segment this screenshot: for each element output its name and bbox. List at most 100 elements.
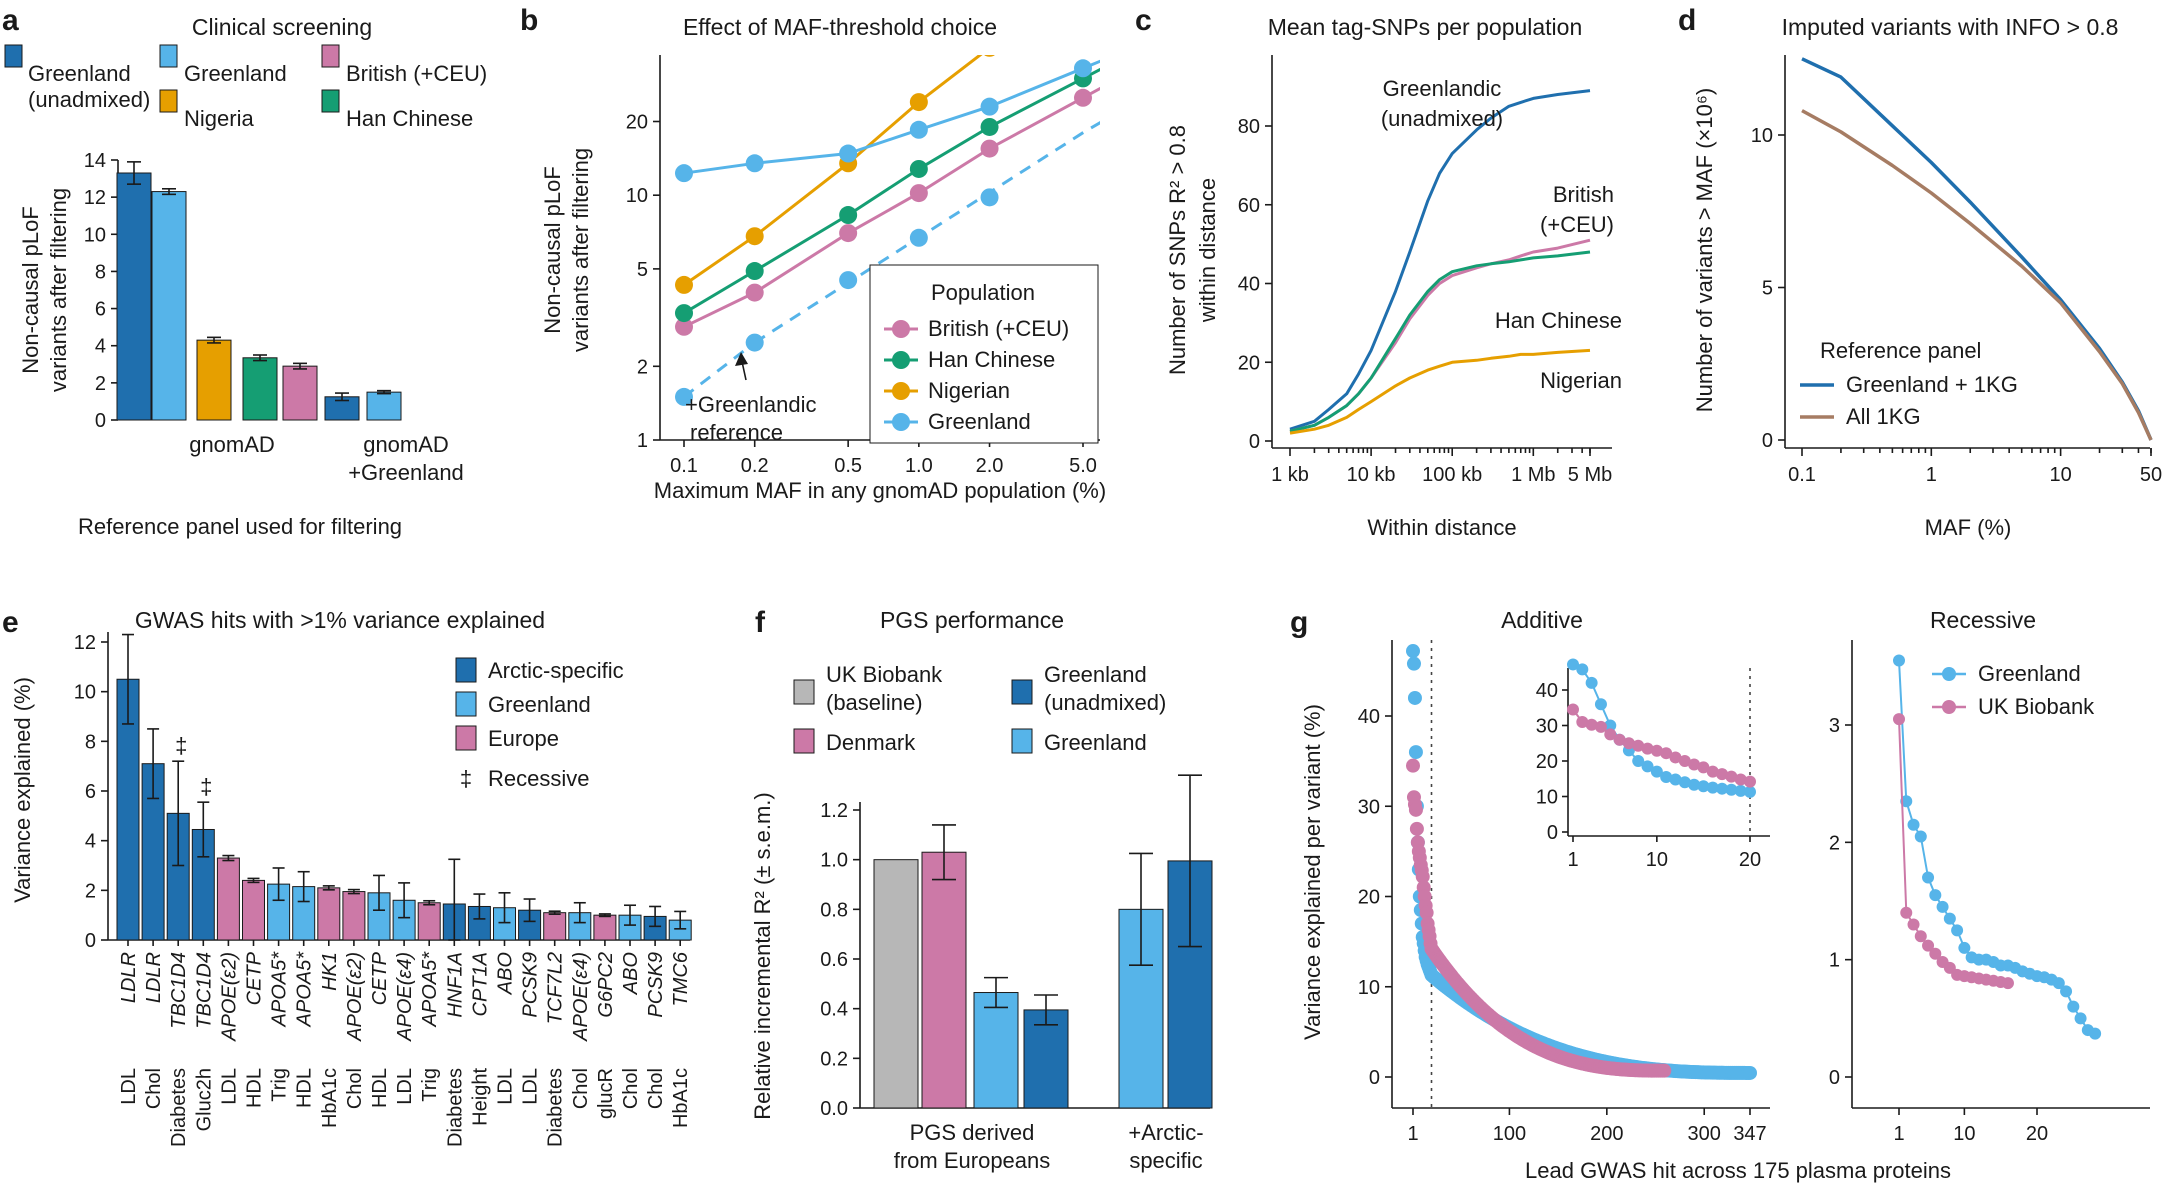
y-tick-label: 12 — [84, 187, 106, 209]
group-label: gnomAD — [189, 432, 275, 457]
bar — [873, 859, 919, 1109]
data-point — [1922, 871, 1935, 884]
legend-label: Greenland — [1044, 662, 1147, 687]
panel-label: f — [755, 606, 766, 639]
trait-label: HbA1c — [670, 1068, 692, 1128]
data-point — [1408, 802, 1423, 817]
y-tick-label: 12 — [74, 632, 96, 654]
panel-label: b — [520, 4, 538, 37]
y-axis-label: Number of SNPs R² > 0.8 — [1165, 125, 1190, 375]
recessive-marker: ‡ — [200, 774, 212, 799]
panel-f: f PGS performance 0.0 0.2 0.4 0.6 0.8 1.0 1.2 Rel… — [750, 606, 1213, 1173]
inset-x-tick-label: 1 — [1567, 849, 1578, 871]
gene-label: TCF7L2 — [545, 952, 567, 1024]
data-point — [984, 55, 995, 57]
data-point — [1914, 830, 1927, 843]
x-tick-label: 0.1 — [1788, 464, 1816, 486]
y-tick-label: 10 — [1751, 125, 1773, 147]
gene-label: CETP — [244, 951, 266, 1005]
legend-swatch — [455, 691, 477, 717]
bar — [1023, 1009, 1069, 1109]
gene-label: TMC6 — [670, 951, 692, 1006]
panel-b: b Effect of MAF-threshold choice 1 2 5 10 20 0.… — [520, 4, 1106, 503]
trait-label: Chol — [620, 1068, 642, 1109]
series-line — [1898, 719, 2009, 985]
legend-label: Greenland — [184, 61, 287, 86]
trait-label: Chol — [344, 1068, 366, 1109]
trait-label: HDL — [244, 1068, 266, 1108]
inset-data-point — [1604, 719, 1617, 732]
panel-title: Recessive — [1930, 607, 2036, 633]
data-point — [1922, 939, 1935, 952]
inset-data-point — [1567, 658, 1579, 671]
y-tick-label: 1 — [637, 430, 648, 452]
x-tick-label: 200 — [1590, 1123, 1623, 1145]
trait-label: LDL — [394, 1068, 416, 1105]
data-point — [1907, 818, 1920, 831]
series-line — [1801, 109, 2153, 441]
gene-label: APOE(ε2) — [218, 952, 240, 1042]
data-point — [745, 283, 764, 302]
y-tick-label: 0 — [1762, 430, 1773, 452]
data-point — [839, 206, 858, 225]
legend-label: Greenland — [928, 409, 1031, 434]
data-point — [2089, 1027, 2102, 1040]
y-tick-label: 0 — [95, 410, 106, 432]
data-point — [1074, 59, 1092, 78]
legend-label: Greenland — [1044, 730, 1147, 755]
trait-label: Chol — [570, 1068, 592, 1109]
bar — [242, 357, 278, 421]
series-label: British — [1553, 182, 1614, 207]
data-point — [675, 387, 693, 406]
data-point — [980, 117, 999, 136]
y-tick-label: 4 — [95, 336, 106, 358]
legend-label: British (+CEU) — [928, 316, 1069, 341]
y-tick-label: 0 — [1249, 431, 1260, 453]
data-point — [1893, 654, 1905, 667]
inset-data-point — [1594, 698, 1607, 711]
x-tick-label: 2.0 — [976, 455, 1004, 477]
bar — [151, 191, 187, 421]
series-line — [1289, 250, 1591, 433]
data-point — [839, 224, 858, 243]
inset-data-point — [1585, 676, 1598, 689]
data-point — [1907, 918, 1920, 931]
data-point — [2001, 977, 2014, 990]
y-tick-label: 0.2 — [820, 1048, 848, 1070]
x-tick-label: 50 — [2140, 464, 2162, 486]
x-tick-label: 20 — [2026, 1123, 2048, 1145]
y-tick-label: 0.6 — [820, 949, 848, 971]
inset-data-point — [1632, 755, 1645, 767]
group-label: +Greenland — [348, 460, 464, 485]
inset-data-point — [1604, 728, 1617, 741]
data-point — [1406, 644, 1420, 659]
trait-label: Trig — [419, 1068, 441, 1102]
legend-title: Population — [931, 280, 1035, 305]
group-label: PGS derived — [910, 1120, 1035, 1145]
y-tick-label: 0.0 — [820, 1098, 848, 1120]
data-point — [1900, 795, 1913, 808]
inset-data-point — [1641, 742, 1654, 755]
x-tick-label: 100 kb — [1422, 464, 1482, 486]
y-tick-label: 1.2 — [820, 800, 848, 822]
legend-label: Nigeria — [184, 106, 254, 131]
inset-x-tick-label: 20 — [1739, 849, 1761, 871]
data-point — [980, 139, 999, 158]
x-tick-label: 5 Mb — [1568, 464, 1612, 486]
panel-e: e GWAS hits with >1% variance explained 0 2… — [2, 606, 692, 1147]
panel-label: g — [1290, 606, 1308, 639]
bar — [196, 339, 232, 421]
inset-data-point — [1650, 765, 1663, 778]
legend-swatch — [159, 44, 178, 68]
gene-label: TBC1D4 — [193, 952, 215, 1029]
legend-label: Greenland — [28, 61, 131, 86]
data-point — [1409, 821, 1424, 836]
data-point — [2067, 1000, 2080, 1013]
trait-label: HDL — [369, 1068, 391, 1108]
inset-x-tick-label: 10 — [1646, 849, 1668, 871]
y-tick-label: 60 — [1238, 195, 1260, 217]
data-point — [839, 144, 858, 163]
data-point — [1408, 745, 1423, 760]
